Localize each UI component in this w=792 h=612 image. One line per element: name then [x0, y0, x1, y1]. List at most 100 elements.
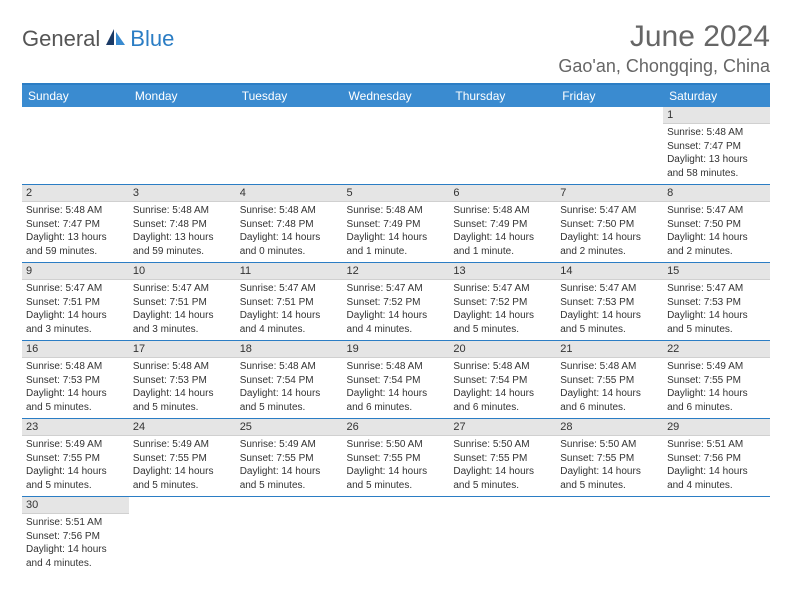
day-cell [556, 107, 663, 185]
sunrise: Sunrise: 5:48 AM [133, 204, 232, 218]
day-number: 14 [556, 263, 663, 280]
daylight: Daylight: 14 hours and 5 minutes. [453, 309, 552, 336]
day-info: Sunrise: 5:48 AMSunset: 7:54 PMDaylight:… [236, 358, 343, 418]
day-cell: 21Sunrise: 5:48 AMSunset: 7:55 PMDayligh… [556, 341, 663, 419]
day-number: 30 [22, 497, 129, 514]
day-cell: 19Sunrise: 5:48 AMSunset: 7:54 PMDayligh… [343, 341, 450, 419]
sunrise: Sunrise: 5:48 AM [240, 204, 339, 218]
sunrise: Sunrise: 5:48 AM [240, 360, 339, 374]
sunset: Sunset: 7:54 PM [347, 374, 446, 388]
sunset: Sunset: 7:55 PM [453, 452, 552, 466]
day-number: 25 [236, 419, 343, 436]
day-number: 26 [343, 419, 450, 436]
sunrise: Sunrise: 5:48 AM [453, 360, 552, 374]
day-cell [663, 497, 770, 575]
day-number: 29 [663, 419, 770, 436]
day-info: Sunrise: 5:49 AMSunset: 7:55 PMDaylight:… [22, 436, 129, 496]
sunset: Sunset: 7:55 PM [560, 374, 659, 388]
day-info: Sunrise: 5:48 AMSunset: 7:54 PMDaylight:… [343, 358, 450, 418]
sunset: Sunset: 7:50 PM [560, 218, 659, 232]
day-info: Sunrise: 5:48 AMSunset: 7:48 PMDaylight:… [129, 202, 236, 262]
day-info: Sunrise: 5:47 AMSunset: 7:50 PMDaylight:… [663, 202, 770, 262]
sunrise: Sunrise: 5:47 AM [667, 204, 766, 218]
day-header: Tuesday [236, 84, 343, 107]
day-info: Sunrise: 5:48 AMSunset: 7:55 PMDaylight:… [556, 358, 663, 418]
day-cell: 17Sunrise: 5:48 AMSunset: 7:53 PMDayligh… [129, 341, 236, 419]
week-row: 16Sunrise: 5:48 AMSunset: 7:53 PMDayligh… [22, 341, 770, 419]
sunset: Sunset: 7:54 PM [240, 374, 339, 388]
daylight: Daylight: 14 hours and 5 minutes. [240, 387, 339, 414]
day-cell: 28Sunrise: 5:50 AMSunset: 7:55 PMDayligh… [556, 419, 663, 497]
day-cell: 14Sunrise: 5:47 AMSunset: 7:53 PMDayligh… [556, 263, 663, 341]
day-info: Sunrise: 5:50 AMSunset: 7:55 PMDaylight:… [343, 436, 450, 496]
title-block: June 2024 Gao'an, Chongqing, China [558, 20, 770, 77]
day-info: Sunrise: 5:47 AMSunset: 7:53 PMDaylight:… [556, 280, 663, 340]
sunrise: Sunrise: 5:49 AM [667, 360, 766, 374]
day-info: Sunrise: 5:48 AMSunset: 7:53 PMDaylight:… [22, 358, 129, 418]
location: Gao'an, Chongqing, China [558, 56, 770, 77]
day-info: Sunrise: 5:50 AMSunset: 7:55 PMDaylight:… [556, 436, 663, 496]
sunset: Sunset: 7:51 PM [133, 296, 232, 310]
day-cell: 25Sunrise: 5:49 AMSunset: 7:55 PMDayligh… [236, 419, 343, 497]
day-cell: 18Sunrise: 5:48 AMSunset: 7:54 PMDayligh… [236, 341, 343, 419]
sunrise: Sunrise: 5:49 AM [133, 438, 232, 452]
sunrise: Sunrise: 5:47 AM [347, 282, 446, 296]
day-number: 17 [129, 341, 236, 358]
sunset: Sunset: 7:55 PM [560, 452, 659, 466]
sunset: Sunset: 7:50 PM [667, 218, 766, 232]
sunrise: Sunrise: 5:47 AM [240, 282, 339, 296]
daylight: Daylight: 14 hours and 5 minutes. [133, 465, 232, 492]
sunrise: Sunrise: 5:47 AM [26, 282, 125, 296]
daylight: Daylight: 14 hours and 6 minutes. [347, 387, 446, 414]
day-number: 1 [663, 107, 770, 124]
day-cell: 16Sunrise: 5:48 AMSunset: 7:53 PMDayligh… [22, 341, 129, 419]
day-number: 22 [663, 341, 770, 358]
logo-text-1: General [22, 26, 100, 52]
daylight: Daylight: 14 hours and 1 minute. [347, 231, 446, 258]
day-info: Sunrise: 5:48 AMSunset: 7:48 PMDaylight:… [236, 202, 343, 262]
sunrise: Sunrise: 5:48 AM [667, 126, 766, 140]
sunrise: Sunrise: 5:47 AM [560, 204, 659, 218]
day-number: 11 [236, 263, 343, 280]
day-cell [129, 107, 236, 185]
daylight: Daylight: 14 hours and 5 minutes. [240, 465, 339, 492]
day-number: 5 [343, 185, 450, 202]
sunset: Sunset: 7:47 PM [667, 140, 766, 154]
sunset: Sunset: 7:56 PM [26, 530, 125, 544]
sunset: Sunset: 7:55 PM [240, 452, 339, 466]
daylight: Daylight: 14 hours and 4 minutes. [240, 309, 339, 336]
day-number: 3 [129, 185, 236, 202]
sunrise: Sunrise: 5:47 AM [560, 282, 659, 296]
day-number: 23 [22, 419, 129, 436]
day-info: Sunrise: 5:47 AMSunset: 7:53 PMDaylight:… [663, 280, 770, 340]
day-number: 18 [236, 341, 343, 358]
daylight: Daylight: 14 hours and 5 minutes. [667, 309, 766, 336]
day-number: 6 [449, 185, 556, 202]
daylight: Daylight: 14 hours and 2 minutes. [667, 231, 766, 258]
week-row: 2Sunrise: 5:48 AMSunset: 7:47 PMDaylight… [22, 185, 770, 263]
daylight: Daylight: 13 hours and 59 minutes. [26, 231, 125, 258]
day-cell: 15Sunrise: 5:47 AMSunset: 7:53 PMDayligh… [663, 263, 770, 341]
day-info: Sunrise: 5:51 AMSunset: 7:56 PMDaylight:… [663, 436, 770, 496]
day-cell [22, 107, 129, 185]
sunrise: Sunrise: 5:47 AM [667, 282, 766, 296]
daylight: Daylight: 14 hours and 6 minutes. [667, 387, 766, 414]
day-cell: 30Sunrise: 5:51 AMSunset: 7:56 PMDayligh… [22, 497, 129, 575]
day-number: 20 [449, 341, 556, 358]
day-number: 10 [129, 263, 236, 280]
week-row: 23Sunrise: 5:49 AMSunset: 7:55 PMDayligh… [22, 419, 770, 497]
day-cell: 11 Sunrise: 5:47 AMSunset: 7:51 PMDayligh… [236, 263, 343, 341]
day-cell: 4Sunrise: 5:48 AMSunset: 7:48 PMDaylight… [236, 185, 343, 263]
day-cell [449, 107, 556, 185]
sunset: Sunset: 7:52 PM [453, 296, 552, 310]
daylight: Daylight: 14 hours and 5 minutes. [26, 465, 125, 492]
day-info: Sunrise: 5:47 AMSunset: 7:52 PMDaylight:… [449, 280, 556, 340]
sail-icon [104, 27, 126, 52]
day-info: Sunrise: 5:51 AMSunset: 7:56 PMDaylight:… [22, 514, 129, 574]
day-number: 24 [129, 419, 236, 436]
day-cell: 12Sunrise: 5:47 AMSunset: 7:52 PMDayligh… [343, 263, 450, 341]
daylight: Daylight: 13 hours and 58 minutes. [667, 153, 766, 180]
sunset: Sunset: 7:51 PM [240, 296, 339, 310]
day-cell: 6Sunrise: 5:48 AMSunset: 7:49 PMDaylight… [449, 185, 556, 263]
day-header: Saturday [663, 84, 770, 107]
